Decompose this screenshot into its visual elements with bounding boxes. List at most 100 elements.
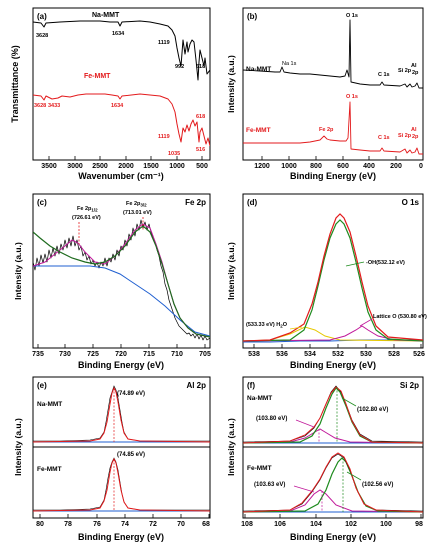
fe-si2p-envelope	[243, 452, 423, 513]
fe2p32-name: Fe 2p	[126, 201, 141, 207]
na-mmt-ir-line	[33, 20, 210, 81]
fe2p-baseline	[33, 265, 210, 337]
tick-label: 500	[196, 163, 208, 170]
panel-e-fe-label: Fe-MMT	[37, 466, 62, 473]
panel-c-frame	[32, 193, 211, 349]
na-peak-3628: 3628	[36, 33, 48, 39]
panel-d-label: (d)	[247, 198, 258, 207]
svg-text:(533.33 eV) H2O: (533.33 eV) H2O	[246, 322, 288, 329]
tick-label: 705	[199, 351, 211, 358]
panel-f-ylabel: Intensity (a.u.)	[226, 418, 236, 476]
panel-e-corner: Al 2p	[186, 381, 206, 390]
al-bottom-label-b: 2p	[412, 134, 419, 140]
tick-label: 532	[332, 351, 344, 358]
panel-a-na-peak-labels: 3628 1634 1119 992 518	[36, 31, 205, 70]
panel-a: (a) Na-MMT Fe-MMT 3628 1634 1119 992 518…	[10, 7, 211, 181]
tick-label: 2000	[118, 163, 134, 170]
tick-label: 104	[310, 521, 322, 528]
tick-label: 730	[59, 351, 71, 358]
na-mmt-xps-survey-line	[243, 19, 423, 89]
lattice-arrow	[359, 318, 373, 327]
panel-e: (e) Al 2p Na-MMT Fe-MMT (74.89 eV) (74.8…	[13, 376, 211, 542]
fe-peak-1634: 1634	[111, 103, 124, 109]
o1s-baseline	[243, 339, 423, 343]
tick-label: 526	[413, 351, 425, 358]
tick-label: 528	[388, 351, 400, 358]
si2p-top-label: Si 2p	[398, 68, 412, 74]
panel-f-label: (f)	[247, 381, 255, 390]
tick-label: 100	[380, 521, 392, 528]
panel-f-xlabel: Binding Energy (eV)	[290, 532, 376, 542]
tick-label: 600	[337, 163, 349, 170]
fe-peak-1035: 1035	[168, 151, 180, 157]
tick-label: 68	[202, 521, 210, 528]
na-main-arrow	[341, 397, 357, 407]
fe2p32-sub: 3/2	[140, 203, 147, 208]
panel-c-peak2-annotation: Fe 2p3/2 (713.01 eV)	[123, 201, 152, 230]
h2o-sub: 2	[280, 324, 283, 329]
na-si2p-main-component	[243, 387, 423, 444]
panel-b-label: (b)	[247, 12, 258, 21]
panel-e-ticks	[39, 514, 210, 518]
panel-e-na-label: Na-MMT	[37, 401, 62, 408]
panel-d: (d) O 1s -OH(532.12 eV) (533.33 eV) H2O …	[226, 193, 427, 370]
panel-a-xtick-labels: 3500 3000 2500 2000 1500 1000 500	[41, 163, 208, 170]
panel-b-xlabel: Binding Energy (eV)	[290, 171, 376, 181]
fe-peak-618: 618	[196, 114, 205, 120]
tick-label: 98	[415, 521, 423, 528]
panel-d-frame	[242, 193, 424, 349]
panel-f-fe-label: Fe-MMT	[247, 465, 272, 472]
lattice-label: Lattice O (530.80 eV)	[373, 314, 427, 320]
panel-c: (c) Fe 2p Fe 2p1/2 (726.61 eV) Fe 2p3/2 …	[13, 193, 211, 370]
na-peak-1634: 1634	[112, 31, 125, 37]
panel-f-corner: Si 2p	[400, 381, 419, 390]
panel-a-ylabel: Transmittance (%)	[10, 45, 20, 123]
tick-label: 3500	[41, 163, 57, 170]
fe-peak-516: 516	[196, 147, 205, 153]
tick-label: 200	[390, 163, 402, 170]
fe2p-label: Fe 2p	[319, 127, 334, 133]
fe-main-peak: (102.56 eV)	[362, 482, 393, 488]
fe-mmt-ir-line	[33, 93, 210, 147]
tick-label: 106	[274, 521, 286, 528]
al-top-label-a: Al	[411, 63, 417, 69]
na-peak-992: 992	[175, 64, 184, 70]
panel-a-fe-label: Fe-MMT	[84, 73, 111, 80]
tick-label: 1000	[281, 163, 297, 170]
panel-c-xlabel: Binding Energy (eV)	[78, 360, 164, 370]
panel-b-annotations: O 1s Na 1s C 1s Si 2p Al 2p O 1s Fe 2p C…	[282, 13, 419, 141]
tick-label: 725	[87, 351, 99, 358]
o1s-oh-component	[243, 219, 423, 342]
panel-d-xtick-labels: 538 536 534 532 530 528 526	[248, 351, 425, 358]
tick-label: 735	[32, 351, 44, 358]
fe-minor-arrow	[293, 485, 315, 493]
panel-d-annotations: -OH(532.12 eV) (533.33 eV) H2O Lattice O…	[246, 260, 427, 330]
o1s-envelope	[243, 213, 423, 342]
panel-b-ticks	[261, 156, 424, 160]
panel-e-na-peak: (74.89 eV)	[117, 391, 145, 397]
na-minor-arrow	[295, 419, 315, 428]
tick-label: 536	[276, 351, 288, 358]
tick-label: 74	[121, 521, 129, 528]
tick-label: 3000	[67, 163, 83, 170]
fe2p12-sub: 1/2	[91, 208, 98, 213]
h2o-tail: O	[283, 322, 288, 328]
fe-peak-3628: 3628	[34, 103, 46, 109]
panel-d-corner: O 1s	[402, 198, 420, 207]
o1s-bottom-label: O 1s	[346, 94, 358, 100]
oh-label: -OH(532.12 eV)	[366, 260, 405, 266]
tick-label: 534	[304, 351, 316, 358]
panel-c-xtick-labels: 735 730 725 720 715 710 705	[32, 351, 211, 358]
panel-c-ylabel: Intensity (a.u.)	[13, 242, 23, 300]
panel-d-ticks	[253, 344, 422, 348]
tick-label: 1000	[169, 163, 185, 170]
tick-label: 80	[36, 521, 44, 528]
panel-e-fe-peak: (74.85 eV)	[117, 452, 145, 458]
oh-arrow	[345, 261, 365, 267]
panel-f: (f) Si 2p Na-MMT Fe-MMT (102.80 eV) (103…	[226, 376, 424, 542]
panel-f-na-label: Na-MMT	[247, 395, 272, 402]
panel-b-fe-label: Fe-MMT	[246, 127, 271, 134]
panel-a-fe-peak-labels: 3628 3433 1634 1119 1035 618 516	[34, 103, 205, 157]
na1s-label: Na 1s	[282, 61, 297, 67]
